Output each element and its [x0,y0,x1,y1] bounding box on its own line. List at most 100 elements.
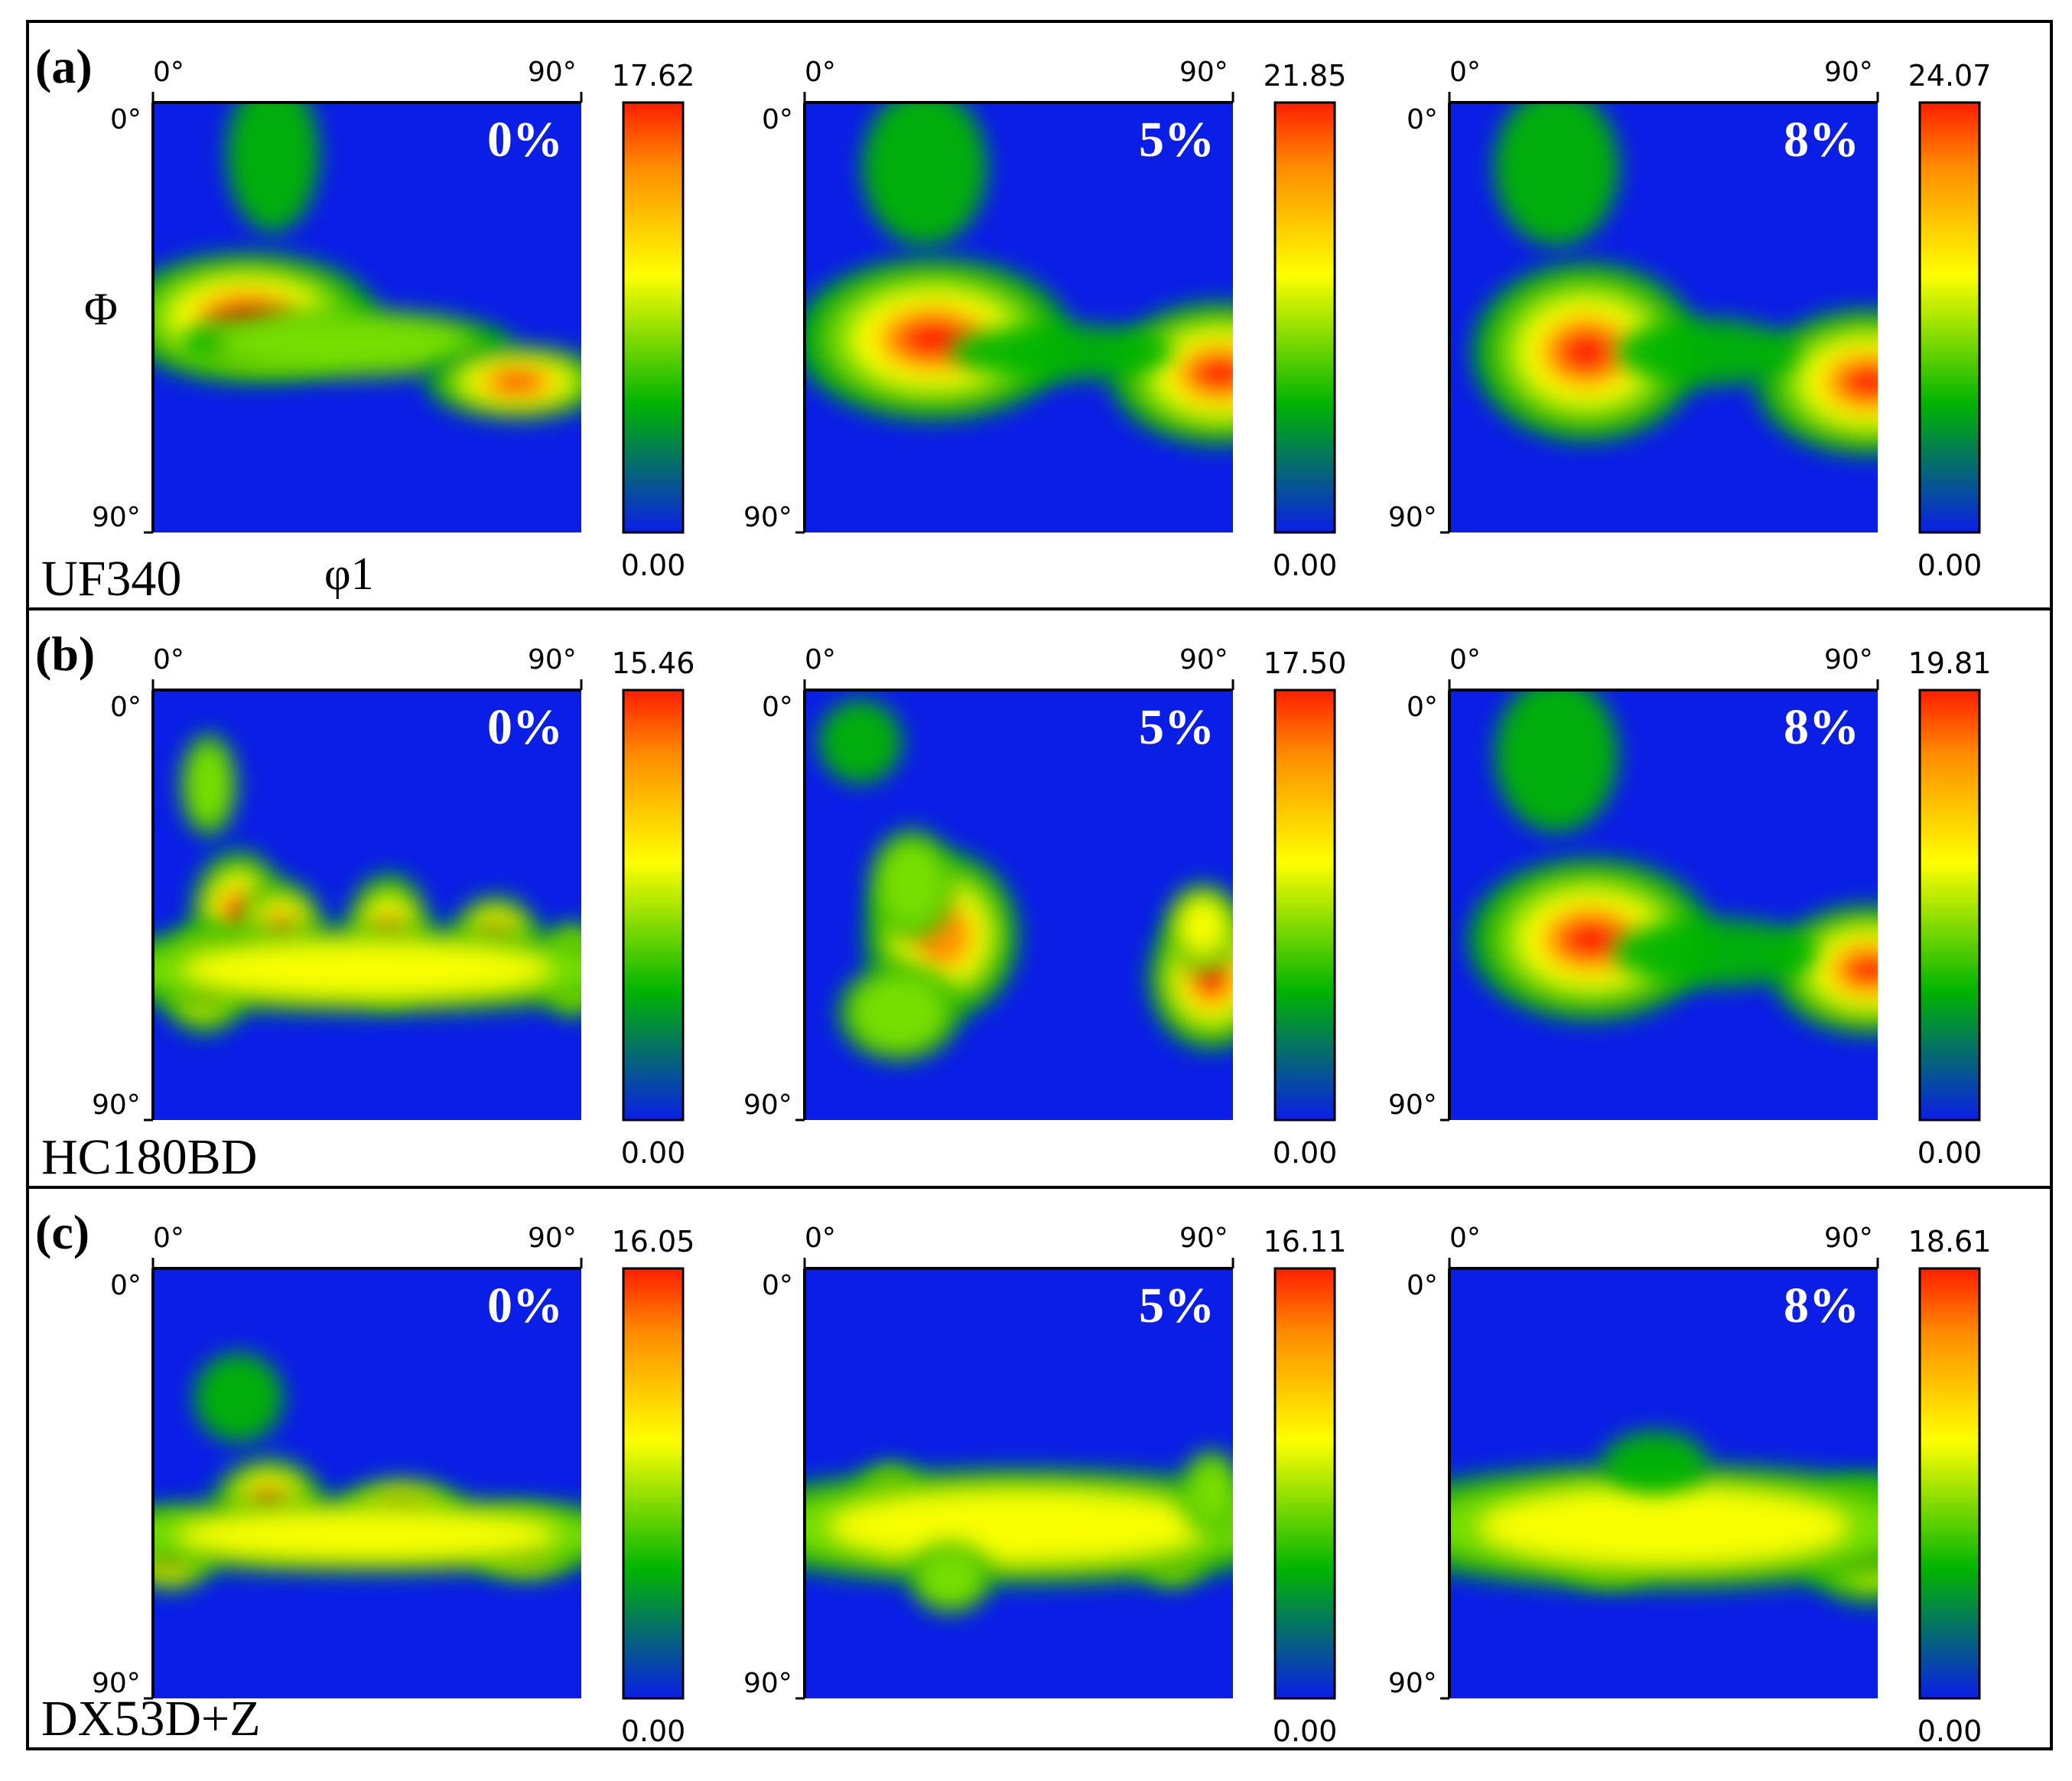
intensity-peak [1613,918,1817,987]
intensity-peak [226,103,320,232]
x-axis-symbol: φ1 [324,549,374,599]
strain-label: 5% [1139,1278,1215,1333]
colorbar-max-label: 16.05 [612,1225,695,1258]
intensity-peak [1602,1430,1707,1493]
odf-map [805,690,1233,1120]
y-tick-label: 0° [762,104,793,135]
row-b: (b) HC180BD 0° 90° 0° 90° 0% 15.46 0.00 0° 90° 0° 90… [26,607,2053,1189]
colorbar [622,689,685,1122]
odf-map [1449,690,1878,1120]
y-tick-label: 90° [92,502,141,533]
y-tick-label: 90° [1388,1668,1437,1699]
odf-map [153,690,581,1120]
odf-map [153,103,581,532]
row-frame [26,1186,2053,1750]
odf-map [1449,103,1878,532]
colorbar-max-label: 21.85 [1264,59,1347,93]
odf-panel-0pct: 0° 90° 0° 90° 0% 17.62 0.00 Φφ1 [84,57,694,599]
x-tick-label: 0° [1449,644,1481,676]
strain-label: 5% [1139,699,1215,755]
y-tick-label: 0° [110,692,141,723]
x-tick-label: 0° [153,57,184,88]
odf-panel-5pct: 0° 90° 0° 90° 5% 16.11 0.00 [743,1223,1347,1748]
colorbar [622,1267,685,1700]
colorbar [1273,1267,1336,1700]
intensity-peak [805,1467,1233,1585]
odf-panel-0pct: 0° 90° 0° 90° 0% 16.05 0.00 [92,1223,695,1748]
odf-panel-0pct: 0° 90° 0° 90° 0% 15.46 0.00 [92,644,694,1170]
x-tick-label: 0° [805,644,836,676]
y-tick-label: 0° [110,1270,141,1301]
colorbar-min-label: 0.00 [1273,549,1338,582]
x-tick-label: 90° [528,1223,577,1254]
colorbar-max-label: 17.50 [1264,646,1347,680]
colorbar-min-label: 0.00 [1917,549,1983,582]
intensity-peak [868,828,955,939]
x-tick-label: 0° [153,1223,184,1254]
intensity-peak [805,257,1072,421]
odf-panel-8pct: 0° 90° 0° 90° 8% 18.61 0.00 [1388,1223,1992,1748]
colorbar-max-label: 18.61 [1908,1225,1992,1258]
y-tick-label: 90° [1388,502,1437,533]
y-tick-label: 90° [743,502,792,533]
material-label: HC180BD [41,1129,257,1185]
colorbar [1918,101,1981,534]
strain-label: 8% [1784,1278,1859,1333]
colorbar-max-label: 17.62 [612,59,695,93]
odf-map [1449,1268,1878,1698]
y-axis-symbol: Φ [84,284,118,334]
colorbar-min-label: 0.00 [621,1136,686,1170]
x-tick-label: 0° [1449,1223,1481,1254]
odf-panel-5pct: 0° 90° 0° 90° 5% 17.50 0.00 [743,644,1346,1170]
y-tick-label: 0° [762,1270,793,1301]
colorbar [1918,1267,1981,1700]
colorbar-min-label: 0.00 [1917,1714,1983,1748]
y-tick-label: 0° [1407,692,1438,723]
strain-label: 0% [487,112,563,168]
colorbar-min-label: 0.00 [621,1714,686,1748]
intensity-peak [838,963,961,1062]
y-tick-label: 0° [1407,104,1438,135]
y-tick-label: 0° [762,692,793,723]
strain-label: 8% [1784,112,1859,168]
intensity-peak [818,699,903,784]
odf-map [153,1268,581,1698]
colorbar-max-label: 19.81 [1908,646,1992,680]
row-label: (a) [35,39,93,93]
y-tick-label: 0° [110,104,141,135]
x-tick-label: 0° [153,644,184,676]
intensity-peak [153,1496,581,1574]
y-tick-label: 0° [1407,1270,1438,1301]
strain-label: 0% [487,1278,563,1333]
colorbar-min-label: 0.00 [621,549,686,582]
intensity-peak [1180,1449,1233,1535]
x-tick-label: 90° [1824,644,1873,676]
colorbar-max-label: 24.07 [1908,59,1992,93]
intensity-peak [1449,1463,1878,1590]
colorbar [1918,689,1981,1122]
odf-panel-8pct: 0° 90° 0° 90° 8% 24.07 0.00 [1388,57,1991,582]
y-tick-label: 90° [92,1089,141,1121]
intensity-peak [862,103,987,246]
colorbar-max-label: 16.11 [1264,1225,1347,1258]
x-tick-label: 90° [1179,644,1228,676]
strain-label: 5% [1139,112,1215,168]
row-label: (c) [35,1205,89,1259]
intensity-peak [1617,318,1796,386]
colorbar [1273,689,1336,1122]
colorbar-min-label: 0.00 [1917,1136,1983,1170]
odf-map [805,103,1233,532]
row-label: (b) [35,627,95,681]
row-a: (a) UF340 0° 90° 0° 90° 0% 17.62 0.00 Φφ1 0° 90° 0° 9… [26,20,2053,610]
intensity-peak [1494,103,1619,246]
strain-label: 0% [487,699,563,755]
intensity-peak [425,344,581,421]
intensity-peak [180,732,238,837]
x-tick-label: 90° [1824,1223,1873,1254]
material-label: UF340 [41,551,181,607]
y-tick-label: 90° [92,1668,141,1699]
odf-map [805,1268,1233,1698]
strain-label: 8% [1784,699,1859,755]
